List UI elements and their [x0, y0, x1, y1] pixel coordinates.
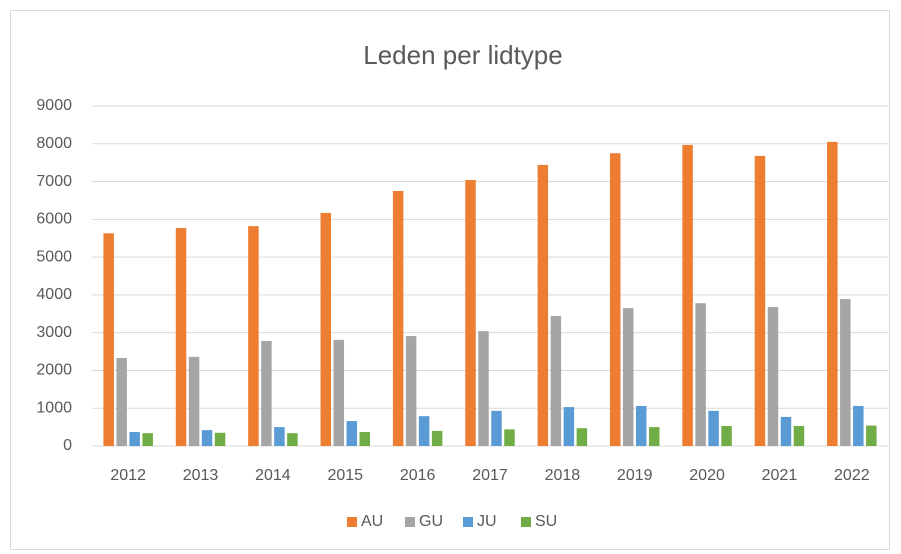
bar: [491, 410, 502, 446]
bar: [188, 356, 200, 446]
bar: [346, 421, 358, 446]
bar: [274, 427, 285, 446]
bar: [320, 212, 332, 446]
x-tick-label: 2013: [183, 467, 219, 484]
bar: [201, 430, 213, 446]
bar: [116, 357, 127, 446]
legend-swatch: [521, 517, 531, 527]
bar: [537, 164, 549, 446]
x-tick-label: 2021: [762, 467, 798, 484]
x-tick-label: 2019: [617, 467, 653, 484]
y-tick-label: 3000: [36, 324, 72, 341]
bar: [708, 410, 719, 446]
x-tick-label: 2018: [545, 467, 581, 484]
x-tick-label: 2017: [472, 467, 508, 484]
bar: [214, 432, 226, 446]
y-tick-label: 7000: [36, 173, 72, 190]
bar: [840, 299, 851, 446]
bar: [129, 432, 140, 446]
bar: [635, 405, 647, 446]
bar: [359, 432, 371, 446]
legend-label: JU: [477, 513, 497, 530]
bar: [418, 416, 430, 446]
bar: [431, 430, 443, 446]
y-tick-label: 0: [63, 437, 72, 454]
bar: [405, 336, 417, 446]
bar: [648, 427, 660, 446]
legend-swatch: [347, 517, 357, 527]
bar: [695, 303, 706, 446]
bar: [333, 339, 345, 446]
bar: [793, 425, 805, 446]
bar: [504, 429, 515, 446]
y-tick-label: 6000: [36, 211, 72, 228]
bar: [175, 228, 187, 446]
bar: [827, 141, 838, 446]
bar: [392, 191, 404, 446]
bar: [780, 416, 792, 446]
y-tick-label: 2000: [36, 362, 72, 379]
bar: [576, 428, 588, 446]
legend-swatch: [405, 517, 415, 527]
legend-label: SU: [535, 513, 557, 530]
x-tick-label: 2022: [834, 467, 870, 484]
bar: [103, 233, 114, 446]
bar: [550, 316, 562, 446]
legend-label: GU: [419, 513, 443, 530]
x-tick-label: 2012: [110, 467, 146, 484]
y-tick-label: 9000: [36, 97, 72, 114]
legend-swatch: [463, 517, 473, 527]
legend-label: AU: [361, 513, 383, 530]
y-tick-label: 5000: [36, 248, 72, 265]
chart-frame: [10, 10, 890, 550]
bar: [866, 425, 877, 446]
bar: [609, 153, 621, 446]
bar: [287, 433, 298, 446]
bar: [853, 405, 864, 446]
y-tick-label: 8000: [36, 135, 72, 152]
x-tick-label: 2016: [400, 467, 436, 484]
chart-title: Leden per lidtype: [363, 40, 562, 70]
bar: [142, 433, 153, 446]
x-tick-label: 2015: [327, 467, 363, 484]
bar: [767, 306, 779, 446]
bar: [682, 144, 693, 446]
x-tick-label: 2014: [255, 467, 291, 484]
bar: [754, 155, 766, 446]
bar: [721, 425, 732, 446]
bar: [248, 226, 259, 446]
y-tick-label: 4000: [36, 286, 72, 303]
bar: [465, 180, 476, 447]
x-tick-label: 2020: [689, 467, 725, 484]
y-tick-label: 1000: [36, 399, 72, 416]
bar: [622, 308, 634, 446]
bar: [563, 407, 575, 446]
bar: [478, 331, 489, 446]
bar: [261, 340, 272, 446]
